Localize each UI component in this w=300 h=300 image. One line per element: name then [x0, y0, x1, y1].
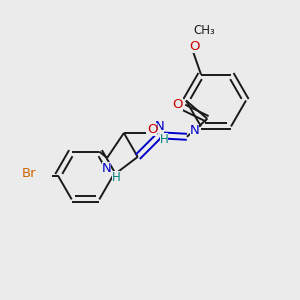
Text: N: N	[154, 120, 164, 134]
Text: O: O	[147, 123, 157, 136]
Text: N: N	[190, 124, 199, 137]
Text: Br: Br	[22, 167, 36, 180]
Text: H: H	[112, 171, 121, 184]
Text: H: H	[160, 133, 169, 146]
Text: N: N	[102, 162, 111, 175]
Text: CH₃: CH₃	[193, 24, 215, 37]
Text: O: O	[172, 98, 182, 111]
Text: O: O	[190, 40, 200, 53]
